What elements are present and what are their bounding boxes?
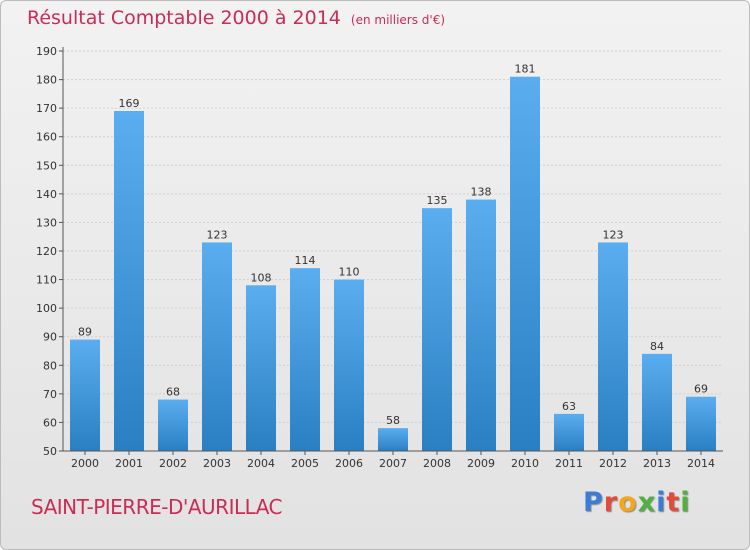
- chart-unit: (en milliers d'€): [350, 13, 446, 27]
- y-tick-label: 80: [43, 359, 57, 372]
- chart-title: Résultat Comptable 2000 à 2014 (en millie…: [27, 7, 445, 29]
- y-tick-label: 100: [36, 302, 57, 315]
- axes: 50 60 70 80 90 100 110 120 130 140 150 160 170 180 190…: [36, 45, 723, 470]
- bar-value-label: 69: [694, 383, 708, 396]
- bar-value-label: 114: [295, 254, 316, 267]
- x-tick-label: 2004: [247, 457, 275, 470]
- bar: [686, 396, 716, 451]
- y-tick-label: 160: [36, 131, 57, 144]
- x-tick-label: 2006: [335, 457, 363, 470]
- bar: [334, 279, 364, 451]
- bar-value-label: 181: [515, 63, 536, 76]
- bar: [114, 111, 144, 451]
- x-tick-label: 2011: [555, 457, 583, 470]
- bar: [554, 413, 584, 451]
- bar: [598, 242, 628, 451]
- bar: [466, 199, 496, 451]
- y-tick-label: 70: [43, 388, 57, 401]
- logo-letter: i: [680, 487, 691, 518]
- bar: [378, 428, 408, 451]
- logo-letter: P: [583, 487, 604, 518]
- x-tick-label: 2008: [423, 457, 451, 470]
- x-tick-label: 2003: [203, 457, 231, 470]
- chart-title-text: Résultat Comptable 2000 à 2014: [27, 7, 341, 29]
- bar-value-label: 58: [386, 414, 400, 427]
- bar-value-label: 110: [339, 266, 360, 279]
- logo-letter: r: [603, 487, 619, 518]
- y-tick-label: 90: [43, 331, 57, 344]
- bar: [70, 339, 100, 451]
- y-tick-label: 130: [36, 216, 57, 229]
- bar-value-label: 123: [207, 228, 228, 241]
- y-tick-label: 120: [36, 245, 57, 258]
- logo-letter: o: [618, 487, 638, 518]
- town-name: SAINT-PIERRE-D'AURILLAC: [31, 495, 283, 519]
- bar-value-label: 169: [119, 97, 140, 110]
- bar: [202, 242, 232, 451]
- x-tick-label: 2012: [599, 457, 627, 470]
- bar: [642, 353, 672, 451]
- y-tick-label: 140: [36, 188, 57, 201]
- y-tick-label: 60: [43, 416, 57, 429]
- bar-value-label: 84: [650, 340, 664, 353]
- x-tick-label: 2005: [291, 457, 319, 470]
- x-tick-label: 2001: [115, 457, 143, 470]
- bar-value-label: 135: [427, 194, 448, 207]
- bar: [290, 268, 320, 451]
- x-tick-label: 2007: [379, 457, 407, 470]
- x-tick-label: 2013: [643, 457, 671, 470]
- bar: [422, 208, 452, 451]
- x-tick-label: 2014: [687, 457, 715, 470]
- bar-value-label: 108: [251, 271, 272, 284]
- logo-letter: t: [666, 487, 681, 518]
- bar: [246, 285, 276, 451]
- logo-letter: x: [637, 487, 657, 518]
- bar: [510, 76, 540, 451]
- x-tick-label: 2002: [159, 457, 187, 470]
- bar-value-label: 89: [78, 326, 92, 339]
- y-tick-label: 180: [36, 74, 57, 87]
- proxiti-logo: Proxiti: [583, 487, 691, 518]
- bar-value-label: 63: [562, 400, 576, 413]
- bar-value-label: 138: [471, 186, 492, 199]
- bar-value-label: 68: [166, 386, 180, 399]
- bars-group: 89 169 68 123 108 114 110 58 135 138 181 63 123 84 69: [70, 63, 716, 451]
- x-tick-label: 2000: [71, 457, 99, 470]
- x-tick-label: 2010: [511, 457, 539, 470]
- bar-value-label: 123: [603, 228, 624, 241]
- y-tick-label: 110: [36, 274, 57, 287]
- y-tick-label: 190: [36, 45, 57, 58]
- bar: [158, 399, 188, 451]
- y-tick-label: 150: [36, 159, 57, 172]
- x-tick-label: 2009: [467, 457, 495, 470]
- y-tick-label: 170: [36, 102, 57, 115]
- logo-letter: i: [656, 487, 667, 518]
- y-tick-label: 50: [43, 445, 57, 458]
